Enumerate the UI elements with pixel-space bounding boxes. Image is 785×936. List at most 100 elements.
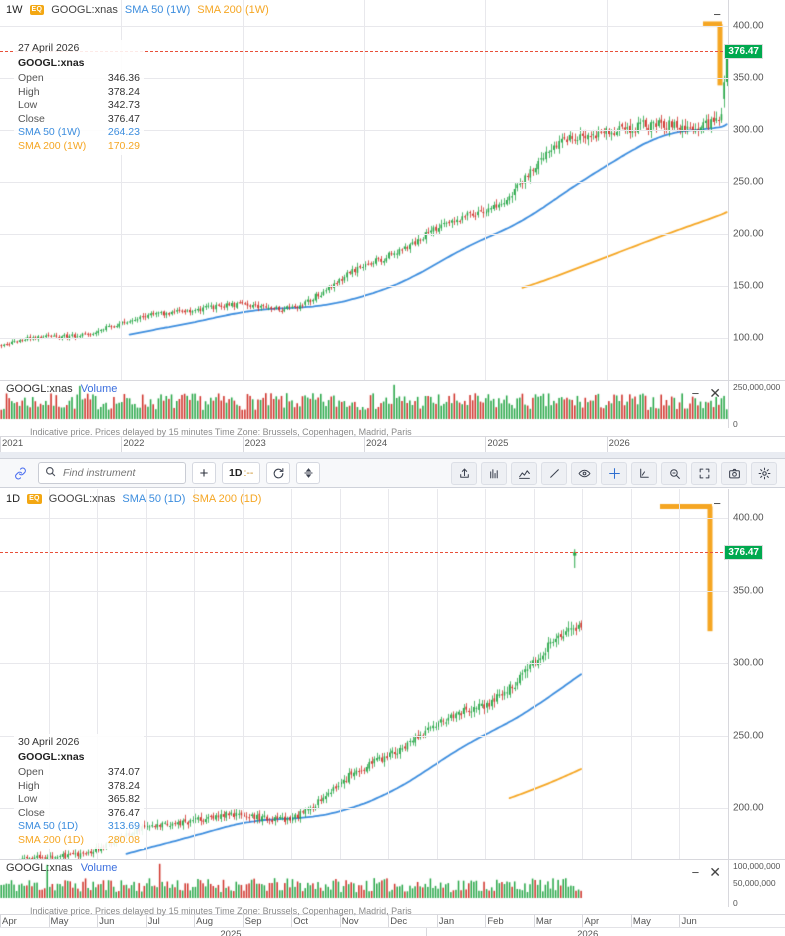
- time-tick-label: May: [632, 916, 651, 927]
- instrument-search-box[interactable]: [38, 462, 186, 484]
- grid-line: [291, 489, 292, 859]
- weekly-volume-plot-area[interactable]: [0, 381, 785, 428]
- time-tick-label: Dec: [390, 916, 408, 927]
- weekly-sma200-legend[interactable]: SMA 200 (1W): [197, 4, 269, 16]
- daily-volume-close-icon[interactable]: ✕: [709, 864, 721, 880]
- share-icon[interactable]: [451, 461, 477, 485]
- timeframe-label: 1D: [229, 467, 243, 479]
- weekly-sma50-legend[interactable]: SMA 50 (1W): [124, 4, 191, 16]
- weekly-price-axis[interactable]: 400.00 350.00 300.00 250.00 200.00 150.00 100.…: [728, 0, 785, 380]
- weekly-ohlc-date: 27 April 2026: [18, 42, 80, 54]
- daily-volume-plot-area[interactable]: [0, 860, 785, 907]
- daily-volume-label[interactable]: Volume: [80, 862, 118, 874]
- drawing-icon[interactable]: [631, 461, 657, 485]
- crosshair-icon[interactable]: [601, 461, 627, 485]
- panel-divider[interactable]: [0, 452, 785, 458]
- ohlc-key: Open: [18, 766, 44, 778]
- indicators-icon[interactable]: [511, 461, 537, 485]
- daily-ohlc-date: 30 April 2026: [18, 736, 80, 748]
- volume-tick-label: 0: [733, 419, 738, 429]
- time-tick-separator: [436, 915, 438, 927]
- time-tick-separator: [582, 915, 584, 927]
- price-tick-label: 400.00: [733, 512, 764, 524]
- weekly-symbol-label[interactable]: GOOGL:xnas: [51, 4, 118, 16]
- grid-line: [0, 26, 785, 27]
- time-tick-separator: [606, 437, 608, 452]
- trendline-icon[interactable]: [541, 461, 567, 485]
- weekly-volume-label[interactable]: Volume: [80, 383, 118, 395]
- ohlc-row: SMA 200 (1W) 170.29: [18, 140, 140, 154]
- ohlc-value: 170.29: [107, 139, 140, 152]
- daily-volume-minimize-icon[interactable]: −: [691, 864, 700, 880]
- ohlc-key: Low: [18, 99, 38, 111]
- settings-gear-icon[interactable]: [751, 461, 777, 485]
- eye-icon[interactable]: [571, 461, 597, 485]
- grid-line: [49, 489, 50, 859]
- price-tick-label: 150.00: [733, 280, 764, 292]
- daily-minimize-icon[interactable]: −: [713, 496, 721, 511]
- camera-icon[interactable]: [721, 461, 747, 485]
- time-tick-label: 2026: [608, 438, 630, 449]
- grid-line: [0, 663, 785, 664]
- daily-time-axis: Apr May Jun Jul Aug Sep Oct Nov Dec Jan Feb Mar Apr M…: [0, 914, 785, 927]
- timeframe-value: :--: [243, 467, 254, 479]
- ohlc-key: SMA 50 (1D): [18, 820, 79, 832]
- weekly-chart-panel: 1W EQ GOOGL:xnas SMA 50 (1W) SMA 200 (1W…: [0, 0, 785, 380]
- time-tick-label: Mar: [535, 916, 553, 927]
- fullscreen-icon[interactable]: [691, 461, 717, 485]
- weekly-volume-close-icon[interactable]: ✕: [709, 385, 721, 401]
- time-tick-separator: [242, 915, 244, 927]
- ohlc-row: SMA 50 (1D) 313.69: [18, 820, 140, 834]
- grid-line: [0, 736, 785, 737]
- grid-line: [0, 286, 785, 287]
- weekly-volume-minimize-icon[interactable]: −: [691, 385, 700, 401]
- add-instrument-button[interactable]: +: [192, 462, 216, 484]
- grid-line: [485, 0, 486, 380]
- ohlc-key: High: [18, 85, 40, 98]
- time-tick-separator: [339, 915, 341, 927]
- weekly-minimize-icon[interactable]: −: [713, 7, 721, 22]
- daily-symbol-label[interactable]: GOOGL:xnas: [48, 493, 116, 505]
- grid-line: [0, 518, 785, 519]
- equity-badge-icon: EQ: [27, 494, 42, 504]
- grid-line: [679, 489, 680, 859]
- grid-line: [0, 591, 785, 592]
- ohlc-row: Open 346.36: [18, 72, 140, 86]
- weekly-volume-legend: GOOGL:xnas Volume: [6, 383, 117, 395]
- daily-sma50-legend[interactable]: SMA 50 (1D): [122, 493, 186, 505]
- weekly-timeframe-label[interactable]: 1W: [6, 4, 23, 16]
- time-tick-separator: [0, 915, 1, 927]
- timeframe-button[interactable]: 1D:--: [222, 462, 261, 484]
- price-tick-label: 300.00: [733, 657, 764, 669]
- vertical-adjust-icon[interactable]: [296, 462, 321, 484]
- ohlc-row: Close 376.47: [18, 113, 140, 127]
- weekly-ohlc-tooltip: 27 April 2026 GOOGL:xnas Open 346.36 High 3…: [14, 40, 144, 155]
- grid-line: [0, 808, 785, 809]
- weekly-volume-panel: GOOGL:xnas Volume − ✕ 250,000,000 0: [0, 380, 785, 429]
- ohlc-value: 378.24: [107, 779, 140, 792]
- ohlc-row: Low 342.73: [18, 99, 140, 113]
- link-icon[interactable]: [8, 462, 32, 484]
- price-tick-label: 250.00: [733, 730, 764, 742]
- ohlc-row: Low 365.82: [18, 793, 140, 807]
- time-tick-separator: [679, 915, 681, 927]
- daily-year-axis: 2025 2026: [0, 927, 785, 936]
- time-tick-separator: [630, 915, 632, 927]
- search-icon: [45, 466, 56, 480]
- daily-volume-controls: − ✕: [692, 865, 721, 879]
- toolbar-right-group: [451, 461, 785, 485]
- price-tick-label: 350.00: [733, 72, 764, 84]
- daily-sma200-legend[interactable]: SMA 200 (1D): [192, 493, 262, 505]
- time-tick-separator: [97, 915, 99, 927]
- ohlc-value: 346.36: [107, 72, 140, 84]
- grid-line: [364, 0, 365, 380]
- zoom-icon[interactable]: [661, 461, 687, 485]
- daily-timeframe-label[interactable]: 1D: [6, 493, 21, 505]
- refresh-icon[interactable]: [266, 462, 291, 484]
- grid-line: [607, 0, 608, 380]
- price-tick-label: 200.00: [733, 228, 764, 240]
- price-tick-label: 400.00: [733, 20, 764, 32]
- search-input[interactable]: [61, 466, 173, 480]
- chart-type-icon[interactable]: [481, 461, 507, 485]
- time-tick-separator: [145, 915, 147, 927]
